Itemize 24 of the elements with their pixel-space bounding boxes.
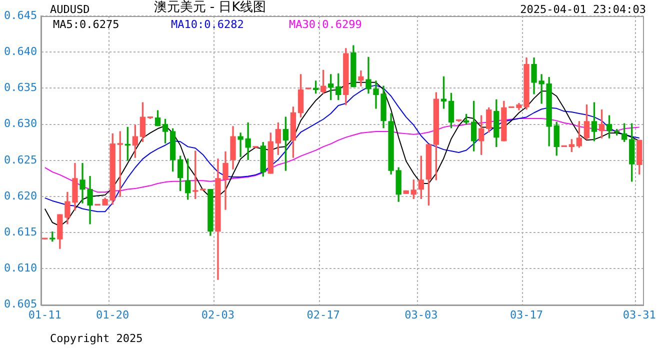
y-tick-label: 0.620: [4, 189, 38, 202]
x-tick-label: 02-17: [306, 308, 340, 322]
y-tick-label: 0.605: [4, 298, 38, 311]
text: MA30:0.6299: [289, 18, 363, 31]
x-tick-label: 03-03: [404, 308, 438, 322]
y-tick-label: 0.610: [4, 262, 38, 275]
y-tick-label: 0.630: [4, 117, 38, 130]
y-tick-label: 0.645: [4, 8, 38, 22]
x-tick-label: 03-17: [510, 308, 544, 322]
y-tick-label: 0.635: [4, 81, 38, 94]
text: MA10:0.6282: [171, 18, 245, 31]
candlestick: [358, 70, 364, 86]
text: Copyright 2025: [50, 332, 143, 345]
y-tick-label: 0.615: [4, 225, 38, 238]
x-tick-label: 01-20: [96, 308, 130, 322]
y-tick-label: 0.625: [4, 153, 38, 166]
annotation: 2025-04-01 23:04:03: [520, 3, 646, 16]
chart-title: 澳元美元 - 日K线图: [152, 0, 268, 16]
x-tick-label: 01-11: [28, 308, 62, 322]
x-tick-label: 03-31: [622, 308, 656, 322]
y-tick-label: 0.640: [4, 44, 38, 58]
text: MA5:0.6275: [53, 18, 120, 31]
annotation: AUDUSD: [50, 3, 90, 16]
x-tick-label: 02-03: [201, 308, 235, 322]
